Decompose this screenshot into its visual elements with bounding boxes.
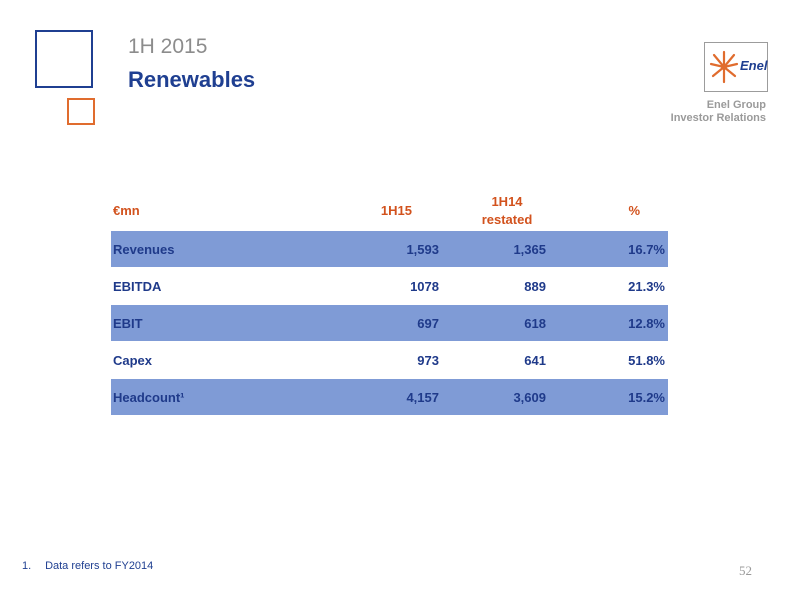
page-subtitle: 1H 2015 [128, 35, 208, 58]
page-title: Renewables [128, 67, 256, 92]
row-value-1h15: 4,157 [406, 389, 439, 405]
footnote: 1. Data refers to FY2014 [22, 560, 153, 572]
row-label: Headcount¹ [113, 389, 185, 405]
table-row-headcount: Headcount¹ 4,157 3,609 15.2% [111, 379, 668, 415]
group-label: Enel Group Investor Relations [671, 99, 766, 125]
decor-square-small [67, 98, 95, 125]
row-value-percent: 16.7% [628, 241, 665, 257]
row-value-1h14: 618 [524, 315, 546, 331]
enel-sun-icon [709, 50, 739, 84]
row-value-1h15: 1,593 [406, 241, 439, 257]
group-name: Enel Group [706, 99, 766, 111]
row-value-1h15: 973 [417, 352, 439, 368]
financial-table: €mn 1H15 1H14 restated % Revenues 1,593 … [111, 191, 668, 416]
row-value-1h15: 1078 [410, 278, 439, 294]
row-label: EBIT [113, 315, 143, 331]
table-row-ebit: EBIT 697 618 12.8% [111, 305, 668, 341]
decor-square-large [35, 30, 93, 88]
row-value-percent: 15.2% [628, 389, 665, 405]
row-value-1h14: 1,365 [513, 241, 546, 257]
header-percent: % [628, 203, 640, 218]
row-value-1h14: 889 [524, 278, 546, 294]
row-value-1h14: 641 [524, 352, 546, 368]
header-1h14: 1H14 restated [472, 191, 542, 230]
table-row-ebitda: EBITDA 1078 889 21.3% [111, 268, 668, 304]
table-row-revenues: Revenues 1,593 1,365 16.7% [111, 231, 668, 267]
enel-logo: Enel [704, 42, 768, 92]
header-1h14-line2: restated [481, 211, 533, 227]
page-number: 52 [739, 563, 752, 578]
header-1h15: 1H15 [380, 203, 412, 218]
row-label: EBITDA [113, 278, 162, 294]
footnote-text: Data refers to FY2014 [45, 560, 154, 572]
header-unit: €mn [113, 203, 140, 218]
footnote-number: 1. [22, 560, 32, 572]
logo-wordmark: Enel [740, 58, 768, 73]
row-value-percent: 21.3% [628, 278, 665, 294]
header-1h14-line1: 1H14 [491, 193, 523, 209]
row-label: Revenues [113, 241, 175, 257]
row-value-1h14: 3,609 [513, 389, 546, 405]
table-header-row: €mn 1H15 1H14 restated % [111, 191, 668, 230]
table-row-capex: Capex 973 641 51.8% [111, 342, 668, 378]
row-label: Capex [113, 352, 153, 368]
row-value-1h15: 697 [417, 315, 439, 331]
row-value-percent: 12.8% [628, 315, 665, 331]
group-department: Investor Relations [670, 112, 766, 124]
row-value-percent: 51.8% [628, 352, 665, 368]
